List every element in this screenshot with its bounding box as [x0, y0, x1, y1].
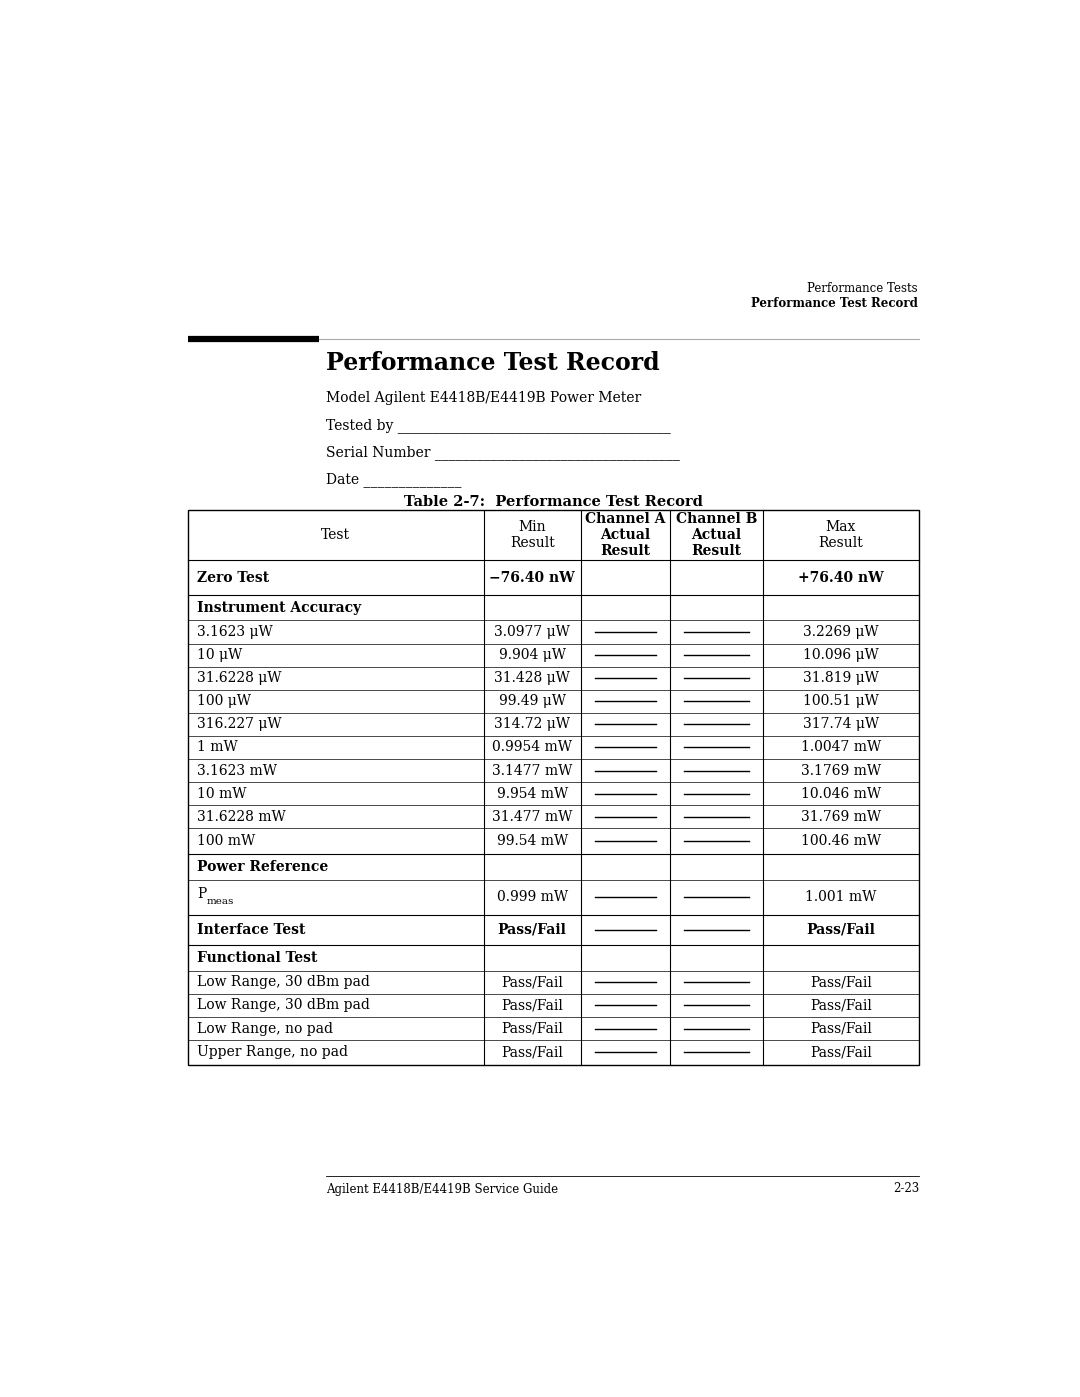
Text: 10.046 mW: 10.046 mW	[801, 787, 881, 800]
Text: 31.428 μW: 31.428 μW	[495, 671, 570, 685]
Text: Table 2-7:  Performance Test Record: Table 2-7: Performance Test Record	[404, 495, 703, 509]
Text: Pass/Fail: Pass/Fail	[501, 1021, 563, 1035]
Text: Power Reference: Power Reference	[197, 861, 328, 875]
Text: 0.999 mW: 0.999 mW	[497, 890, 568, 904]
Text: Zero Test: Zero Test	[197, 570, 269, 585]
Text: Max
Result: Max Result	[819, 520, 863, 550]
Text: 316.227 μW: 316.227 μW	[197, 717, 282, 732]
Text: Min
Result: Min Result	[510, 520, 554, 550]
Text: 3.0977 μW: 3.0977 μW	[495, 624, 570, 638]
Text: 3.1623 μW: 3.1623 μW	[197, 624, 273, 638]
Text: Pass/Fail: Pass/Fail	[810, 975, 872, 989]
Bar	[188, 510, 919, 1065]
Text: Model Agilent E4418B/E4419B Power Meter: Model Agilent E4418B/E4419B Power Meter	[326, 391, 640, 405]
Text: 100 μW: 100 μW	[197, 694, 251, 708]
Text: Performance Test Record: Performance Test Record	[326, 351, 659, 374]
Text: 10 mW: 10 mW	[197, 787, 246, 800]
Text: Tested by _______________________________________: Tested by ______________________________…	[326, 418, 671, 433]
Text: Pass/Fail: Pass/Fail	[501, 975, 563, 989]
Text: Agilent E4418B/E4419B Service Guide: Agilent E4418B/E4419B Service Guide	[326, 1182, 557, 1196]
Text: 3.1769 mW: 3.1769 mW	[801, 764, 881, 778]
Text: Test: Test	[321, 528, 350, 542]
Text: Pass/Fail: Pass/Fail	[810, 1045, 872, 1059]
Text: Pass/Fail: Pass/Fail	[810, 999, 872, 1013]
Text: 31.477 mW: 31.477 mW	[492, 810, 572, 824]
Text: P: P	[197, 887, 206, 901]
Text: 9.904 μW: 9.904 μW	[499, 648, 566, 662]
Text: Date ______________: Date ______________	[326, 472, 461, 486]
Text: 31.769 mW: 31.769 mW	[801, 810, 881, 824]
Text: +76.40 nW: +76.40 nW	[798, 570, 883, 585]
Text: 100.51 μW: 100.51 μW	[804, 694, 879, 708]
Text: Performance Test Record: Performance Test Record	[751, 298, 918, 310]
Text: 100 mW: 100 mW	[197, 834, 255, 848]
Text: Pass/Fail: Pass/Fail	[498, 923, 567, 937]
Text: Interface Test: Interface Test	[197, 923, 306, 937]
Text: 10.096 μW: 10.096 μW	[804, 648, 879, 662]
Text: 3.2269 μW: 3.2269 μW	[804, 624, 879, 638]
Text: Serial Number ___________________________________: Serial Number __________________________…	[326, 444, 679, 460]
Text: 9.954 mW: 9.954 mW	[497, 787, 568, 800]
Text: 31.6228 μW: 31.6228 μW	[197, 671, 282, 685]
Text: 0.9954 mW: 0.9954 mW	[492, 740, 572, 754]
Text: 31.819 μW: 31.819 μW	[804, 671, 879, 685]
Text: Pass/Fail: Pass/Fail	[810, 1021, 872, 1035]
Text: Upper Range, no pad: Upper Range, no pad	[197, 1045, 348, 1059]
Text: Low Range, no pad: Low Range, no pad	[197, 1021, 333, 1035]
Text: 99.54 mW: 99.54 mW	[497, 834, 568, 848]
Text: 2-23: 2-23	[893, 1182, 919, 1196]
Text: Functional Test: Functional Test	[197, 951, 318, 965]
Text: Pass/Fail: Pass/Fail	[807, 923, 876, 937]
Text: 3.1477 mW: 3.1477 mW	[492, 764, 572, 778]
Text: Pass/Fail: Pass/Fail	[501, 999, 563, 1013]
Text: 1.001 mW: 1.001 mW	[806, 890, 877, 904]
Text: 100.46 mW: 100.46 mW	[801, 834, 881, 848]
Text: Low Range, 30 dBm pad: Low Range, 30 dBm pad	[197, 975, 369, 989]
Text: Performance Tests: Performance Tests	[807, 282, 918, 295]
Text: meas: meas	[207, 897, 234, 907]
Text: 1 mW: 1 mW	[197, 740, 238, 754]
Text: 10 μW: 10 μW	[197, 648, 242, 662]
Text: Instrument Accuracy: Instrument Accuracy	[197, 601, 361, 615]
Text: Pass/Fail: Pass/Fail	[501, 1045, 563, 1059]
Text: Channel B
Actual
Result: Channel B Actual Result	[676, 511, 757, 559]
Text: 31.6228 mW: 31.6228 mW	[197, 810, 286, 824]
Text: Low Range, 30 dBm pad: Low Range, 30 dBm pad	[197, 999, 369, 1013]
Text: 317.74 μW: 317.74 μW	[802, 717, 879, 732]
Text: 1.0047 mW: 1.0047 mW	[801, 740, 881, 754]
Text: 99.49 μW: 99.49 μW	[499, 694, 566, 708]
Text: −76.40 nW: −76.40 nW	[489, 570, 575, 585]
Text: 3.1623 mW: 3.1623 mW	[197, 764, 276, 778]
Text: 314.72 μW: 314.72 μW	[495, 717, 570, 732]
Text: Channel A
Actual
Result: Channel A Actual Result	[585, 511, 665, 559]
